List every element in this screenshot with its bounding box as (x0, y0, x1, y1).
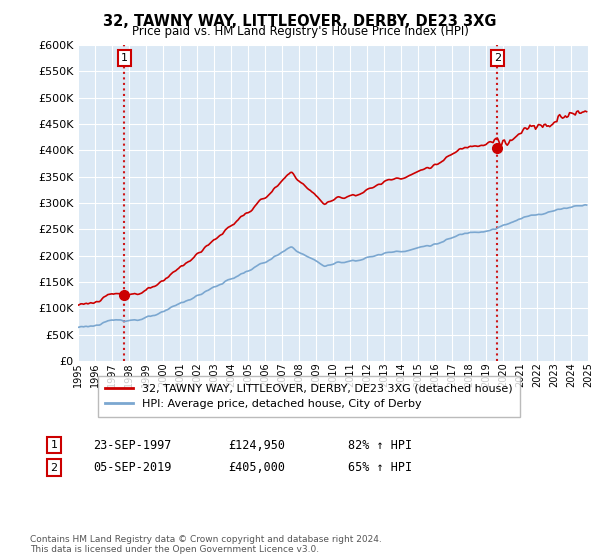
Text: 1: 1 (121, 53, 128, 63)
Text: 2: 2 (50, 463, 58, 473)
Text: 23-SEP-1997: 23-SEP-1997 (93, 438, 172, 452)
Text: Price paid vs. HM Land Registry's House Price Index (HPI): Price paid vs. HM Land Registry's House … (131, 25, 469, 38)
Text: Contains HM Land Registry data © Crown copyright and database right 2024.
This d: Contains HM Land Registry data © Crown c… (30, 535, 382, 554)
Text: £124,950: £124,950 (228, 438, 285, 452)
Text: 2: 2 (494, 53, 501, 63)
Text: 65% ↑ HPI: 65% ↑ HPI (348, 461, 412, 474)
Text: £405,000: £405,000 (228, 461, 285, 474)
Text: 82% ↑ HPI: 82% ↑ HPI (348, 438, 412, 452)
Text: 05-SEP-2019: 05-SEP-2019 (93, 461, 172, 474)
Text: 32, TAWNY WAY, LITTLEOVER, DERBY, DE23 3XG: 32, TAWNY WAY, LITTLEOVER, DERBY, DE23 3… (103, 14, 497, 29)
Text: 1: 1 (50, 440, 58, 450)
Legend: 32, TAWNY WAY, LITTLEOVER, DERBY, DE23 3XG (detached house), HPI: Average price,: 32, TAWNY WAY, LITTLEOVER, DERBY, DE23 3… (98, 376, 520, 417)
